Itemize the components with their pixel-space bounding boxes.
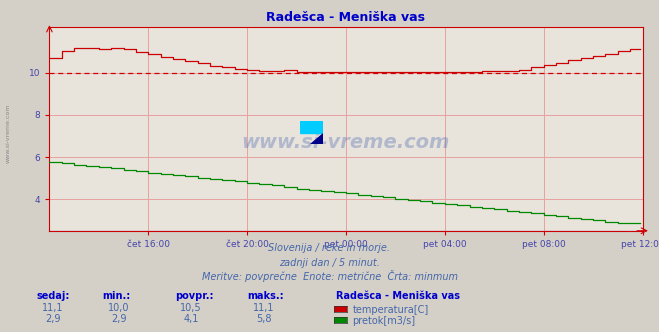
Text: 10,5: 10,5 bbox=[181, 303, 202, 313]
Text: temperatura[C]: temperatura[C] bbox=[353, 305, 429, 315]
Text: zadnji dan / 5 minut.: zadnji dan / 5 minut. bbox=[279, 258, 380, 268]
Title: Radešca - Meniška vas: Radešca - Meniška vas bbox=[266, 11, 426, 24]
Text: sedaj:: sedaj: bbox=[36, 291, 70, 301]
Text: Meritve: povprečne  Enote: metrične  Črta: minmum: Meritve: povprečne Enote: metrične Črta:… bbox=[202, 270, 457, 282]
Text: 2,9: 2,9 bbox=[111, 314, 127, 324]
Polygon shape bbox=[300, 121, 323, 133]
Text: maks.:: maks.: bbox=[247, 291, 284, 301]
Text: pretok[m3/s]: pretok[m3/s] bbox=[353, 316, 416, 326]
Text: www.si-vreme.com: www.si-vreme.com bbox=[242, 133, 450, 152]
Text: min.:: min.: bbox=[102, 291, 130, 301]
Text: 10,0: 10,0 bbox=[108, 303, 129, 313]
Text: 4,1: 4,1 bbox=[183, 314, 199, 324]
Polygon shape bbox=[310, 133, 323, 144]
Text: 2,9: 2,9 bbox=[45, 314, 61, 324]
Text: povpr.:: povpr.: bbox=[175, 291, 213, 301]
Text: 5,8: 5,8 bbox=[256, 314, 272, 324]
Text: Slovenija / reke in morje.: Slovenija / reke in morje. bbox=[268, 243, 391, 253]
Text: Radešca - Meniška vas: Radešca - Meniška vas bbox=[336, 291, 460, 301]
Text: 11,1: 11,1 bbox=[42, 303, 63, 313]
Text: 11,1: 11,1 bbox=[253, 303, 274, 313]
Text: www.si-vreme.com: www.si-vreme.com bbox=[5, 103, 11, 163]
